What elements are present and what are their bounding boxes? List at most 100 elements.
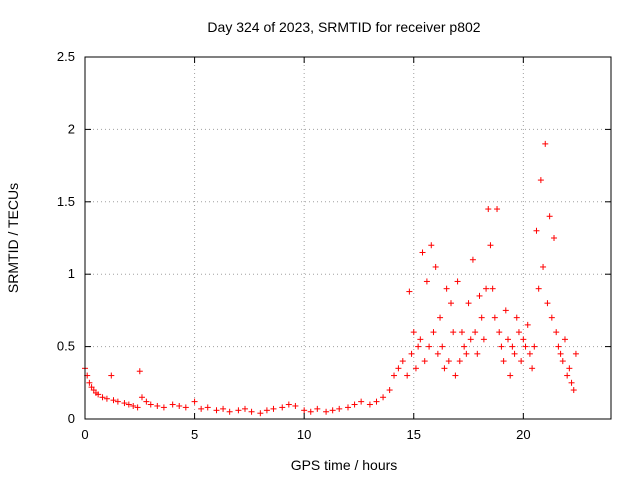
data-point	[522, 343, 529, 350]
data-point	[445, 358, 452, 365]
plot-frame	[84, 56, 612, 420]
data-point	[160, 404, 167, 411]
data-point	[448, 300, 455, 307]
data-point	[524, 321, 531, 328]
data-point	[544, 300, 551, 307]
data-point	[395, 365, 402, 372]
data-point	[110, 397, 117, 404]
y-tick-label: 2	[68, 121, 75, 136]
data-point	[399, 358, 406, 365]
data-point	[526, 350, 533, 357]
data-point	[108, 372, 115, 379]
data-point	[542, 140, 549, 147]
data-point	[498, 343, 505, 350]
data-point	[559, 358, 566, 365]
data-point	[463, 350, 470, 357]
y-tick-label: 1	[68, 266, 75, 281]
data-point	[504, 336, 511, 343]
data-point	[125, 401, 132, 408]
data-point	[182, 404, 189, 411]
y-tick-label: 0	[68, 411, 75, 426]
data-point	[136, 368, 143, 375]
data-point	[557, 350, 564, 357]
data-point	[572, 350, 579, 357]
chart-title: Day 324 of 2023, SRMTID for receiver p80…	[207, 19, 480, 35]
y-tick-label: 0.5	[57, 339, 75, 354]
data-point	[169, 401, 176, 408]
data-point	[509, 343, 516, 350]
y-tick-label: 2.5	[57, 49, 75, 64]
data-point	[134, 404, 141, 411]
data-point	[121, 400, 128, 407]
data-point	[380, 394, 387, 401]
data-point	[95, 391, 102, 398]
data-point	[487, 242, 494, 249]
data-point	[568, 379, 575, 386]
y-tick-label: 1.5	[57, 194, 75, 209]
data-point	[518, 358, 525, 365]
axis-ticks: 0 0.5 1 1.5 2 2.5 0 5 10 15 20	[57, 49, 611, 442]
data-point	[553, 329, 560, 336]
x-tick-label: 20	[516, 427, 530, 442]
data-point	[412, 365, 419, 372]
data-point	[450, 329, 457, 336]
data-point	[511, 350, 518, 357]
data-point	[191, 398, 198, 405]
data-point	[147, 401, 154, 408]
data-point	[529, 365, 536, 372]
data-point	[336, 405, 343, 412]
data-point	[314, 405, 321, 412]
data-point	[430, 329, 437, 336]
data-point	[345, 404, 351, 411]
data-point	[386, 387, 393, 394]
data-point	[467, 336, 474, 343]
data-point	[410, 329, 417, 336]
x-tick-label: 15	[407, 427, 421, 442]
data-point	[570, 387, 577, 394]
data-point	[478, 314, 485, 321]
data-point	[213, 407, 220, 414]
data-point	[561, 336, 568, 343]
data-point	[143, 398, 150, 405]
data-point	[423, 278, 430, 285]
data-point	[415, 343, 422, 350]
data-point	[204, 404, 211, 411]
data-point	[546, 213, 553, 220]
data-point	[533, 227, 540, 234]
x-tick-label: 0	[81, 427, 88, 442]
data-point	[441, 365, 448, 372]
x-tick-label: 10	[297, 427, 311, 442]
data-point	[531, 343, 538, 350]
data-point	[404, 372, 411, 379]
data-point	[428, 242, 435, 249]
data-point	[537, 177, 544, 184]
data-point	[257, 410, 264, 417]
data-point	[513, 314, 520, 321]
data-point	[285, 401, 292, 408]
x-tick-label: 5	[191, 427, 198, 442]
data-point	[474, 350, 481, 357]
data-point	[456, 358, 463, 365]
data-point	[351, 401, 358, 408]
data-point	[86, 379, 93, 386]
data-point	[443, 285, 450, 292]
data-point	[220, 405, 227, 412]
data-point	[507, 372, 514, 379]
data-point	[496, 329, 503, 336]
data-point	[555, 343, 562, 350]
data-point	[99, 394, 106, 401]
data-point	[130, 402, 137, 409]
data-point	[323, 408, 330, 415]
data-point	[480, 336, 487, 343]
data-point	[373, 398, 380, 405]
data-point	[494, 206, 501, 213]
data-point	[489, 285, 496, 292]
data-point	[226, 408, 233, 415]
data-point	[515, 329, 522, 336]
data-point	[439, 343, 446, 350]
data-point	[329, 407, 336, 414]
data-point	[432, 263, 439, 270]
data-point	[502, 307, 509, 314]
data-point	[485, 206, 492, 213]
